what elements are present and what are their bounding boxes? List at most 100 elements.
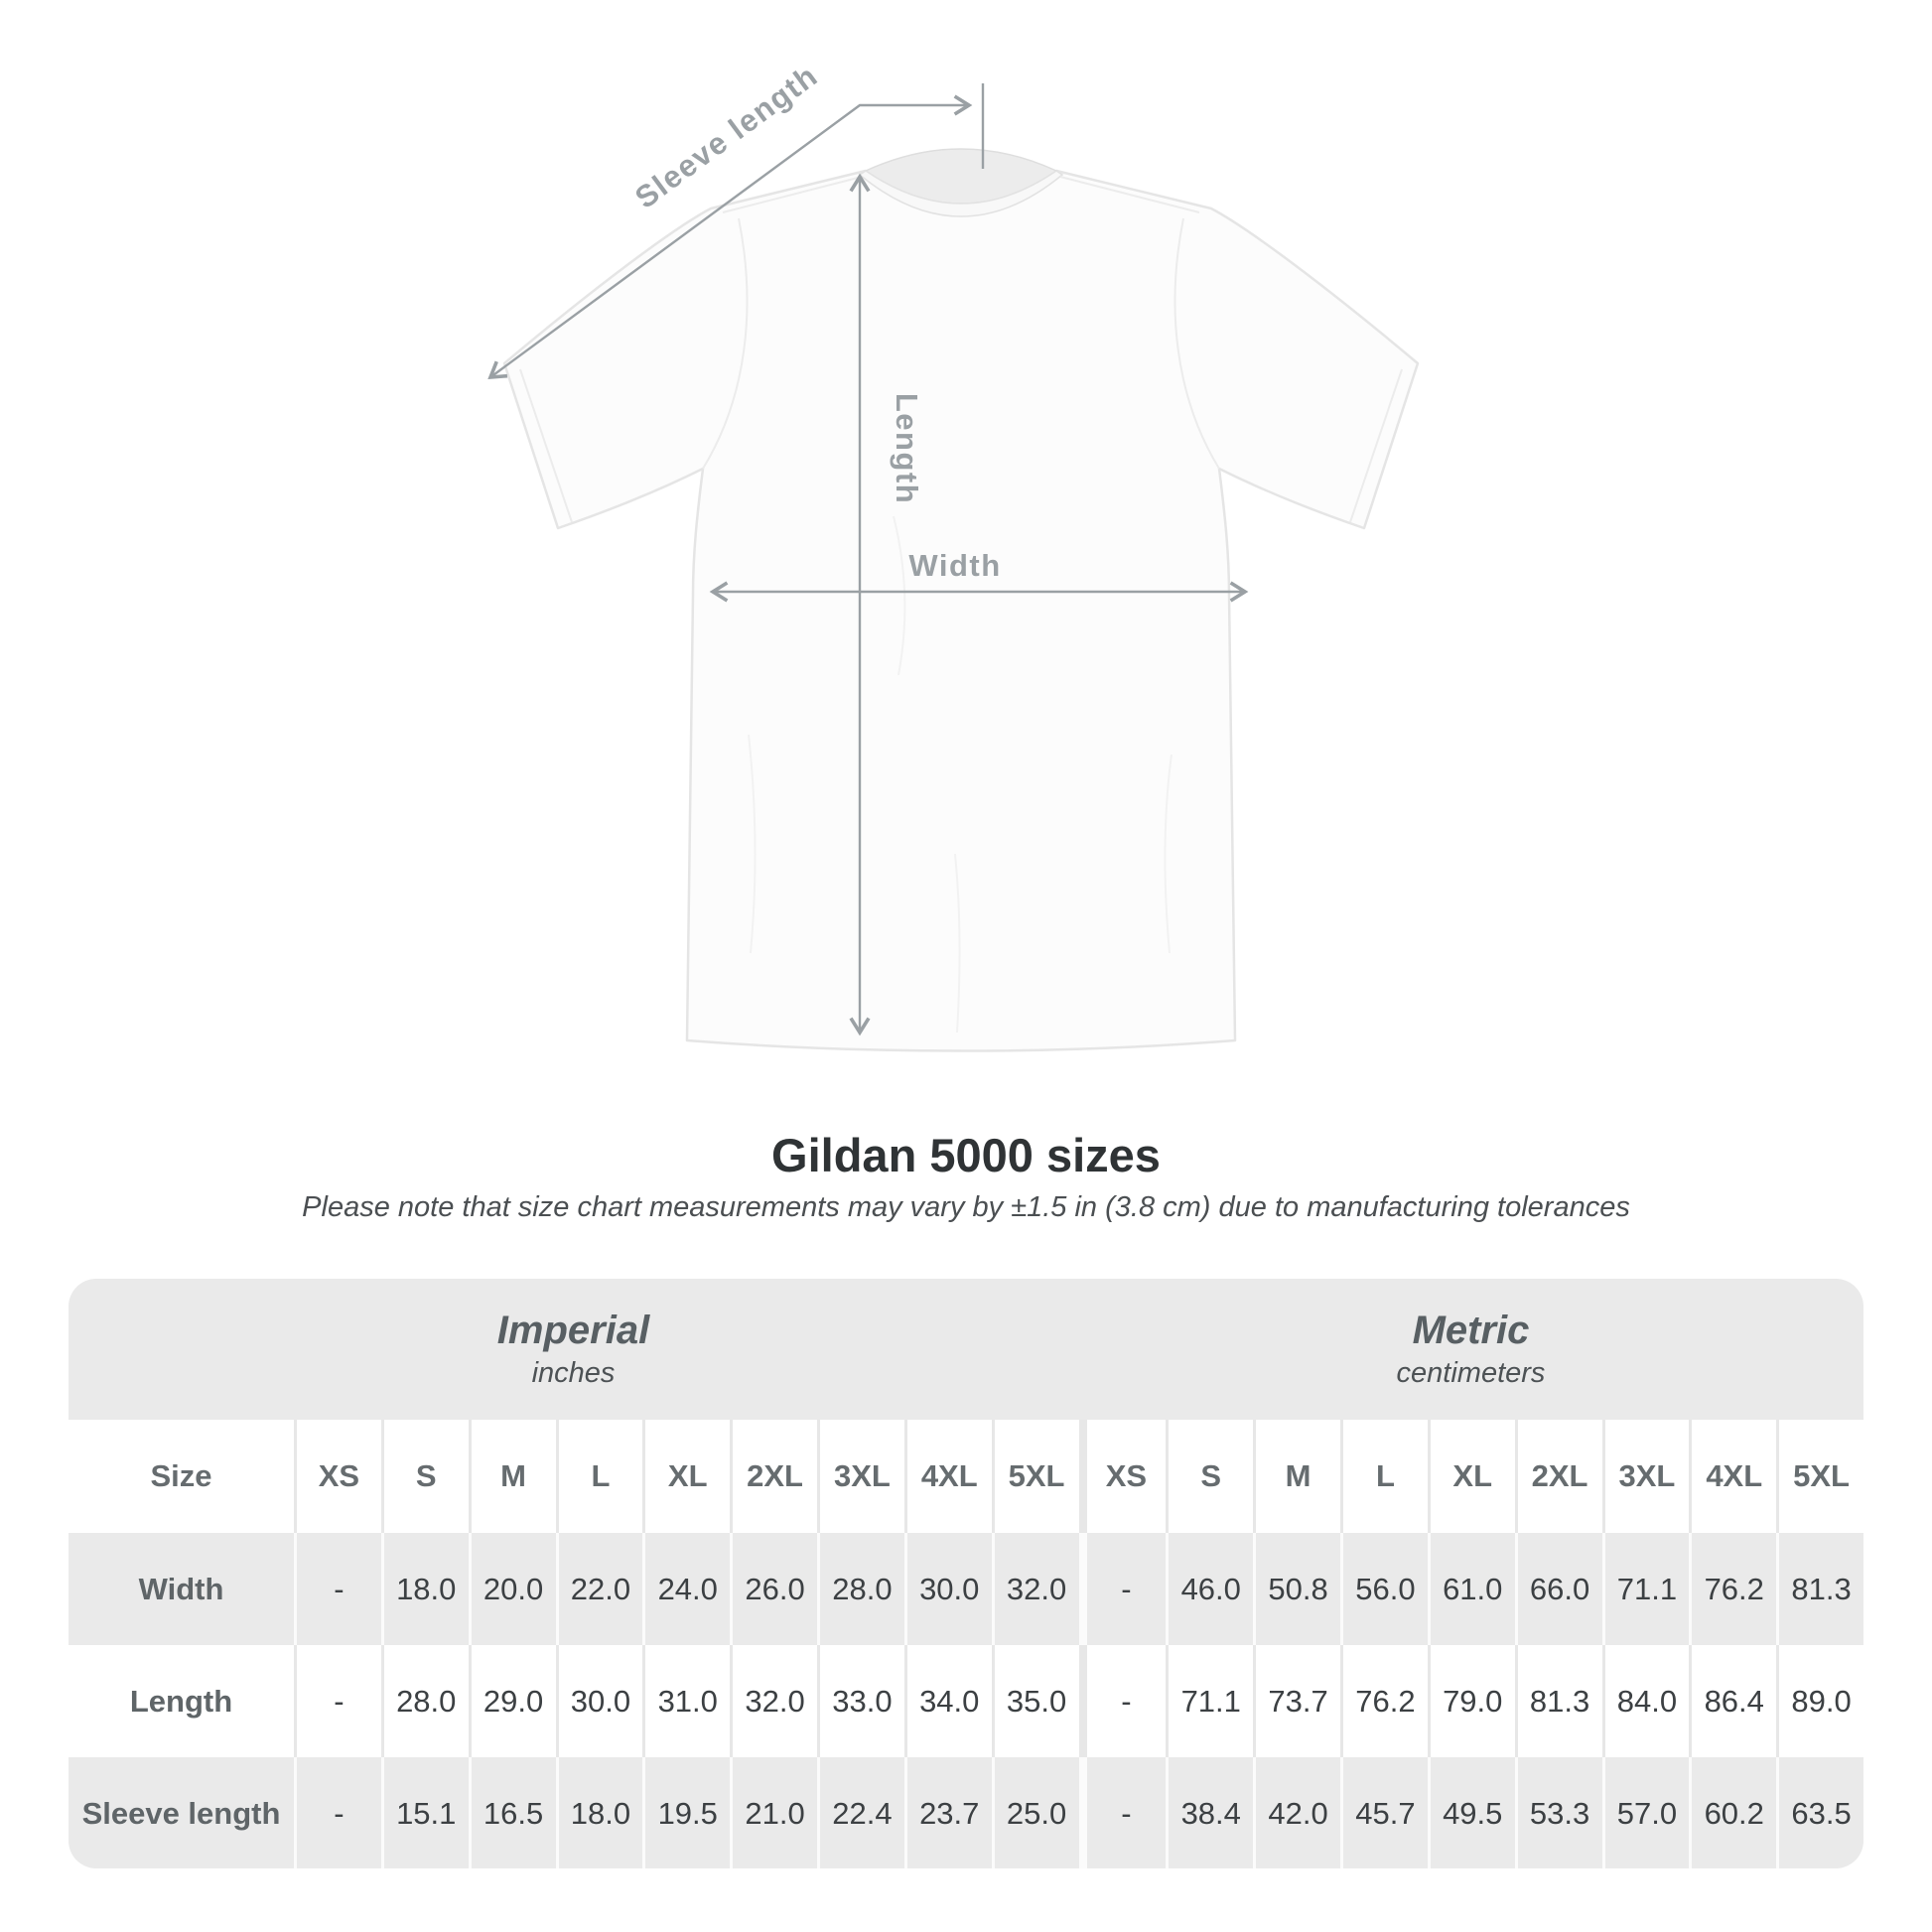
size-column-header: M <box>468 1420 556 1533</box>
width-value: 28.0 <box>817 1533 904 1645</box>
right-shoulder-seam <box>1059 176 1200 213</box>
row-label: Sleeve length <box>81 1795 281 1831</box>
width-label: Width <box>908 548 1001 583</box>
length-value: 34.0 <box>903 1645 992 1757</box>
length-value: 76.2 <box>1340 1645 1428 1757</box>
length-row: Length - 28.0 29.0 30.0 31.0 32.0 33.0 3… <box>69 1645 1863 1757</box>
row-label: Width <box>138 1571 224 1606</box>
sleeve-value: - <box>1078 1757 1167 1868</box>
size-column-header: 2XL <box>1514 1420 1602 1533</box>
width-value: - <box>294 1533 381 1645</box>
width-value: 56.0 <box>1340 1533 1428 1645</box>
size-column-header: 3XL <box>817 1420 904 1533</box>
size-column-header: XL <box>642 1420 730 1533</box>
width-value: 32.0 <box>991 1533 1079 1645</box>
sleeve-length-row: Sleeve length - 15.1 16.5 18.0 19.5 21.0… <box>69 1757 1863 1868</box>
size-column-header: XS <box>294 1420 381 1533</box>
width-value: 76.2 <box>1689 1533 1776 1645</box>
sleeve-value: 38.4 <box>1166 1757 1253 1868</box>
sleeve-value: 60.2 <box>1689 1757 1776 1868</box>
tshirt-body <box>502 169 1420 1052</box>
width-value: 46.0 <box>1166 1533 1253 1645</box>
imperial-section-header: Imperial inches <box>69 1279 1078 1420</box>
length-value: 89.0 <box>1776 1645 1863 1757</box>
fabric-wrinkle <box>954 853 961 1034</box>
sleeve-value: 25.0 <box>991 1757 1079 1868</box>
size-column-header: L <box>1340 1420 1428 1533</box>
imperial-title: Imperial <box>496 1309 650 1352</box>
size-column-header: 5XL <box>991 1420 1079 1533</box>
length-value: 33.0 <box>817 1645 904 1757</box>
row-label: Length <box>129 1683 233 1719</box>
tshirt-graphic <box>502 148 1420 1052</box>
length-value: 29.0 <box>468 1645 556 1757</box>
metric-title: Metric <box>1412 1309 1530 1352</box>
width-value: 30.0 <box>903 1533 992 1645</box>
width-value: 24.0 <box>642 1533 730 1645</box>
width-row: Width - 18.0 20.0 22.0 24.0 26.0 28.0 30… <box>69 1533 1863 1645</box>
size-column-header: S <box>1166 1420 1253 1533</box>
sleeve-value: 23.7 <box>903 1757 992 1868</box>
page-title: Gildan 5000 sizes <box>771 1129 1161 1181</box>
size-column-header: 3XL <box>1601 1420 1690 1533</box>
sleeve-value: 15.1 <box>380 1757 469 1868</box>
sleeve-value: 49.5 <box>1427 1757 1515 1868</box>
units-band: Imperial inches Metric centimeters <box>69 1279 1863 1420</box>
size-header-row: Size XS S M L XL 2XL 3XL 4XL 5XL XS S M … <box>69 1420 1863 1533</box>
length-value: - <box>1078 1645 1167 1757</box>
width-value: 61.0 <box>1427 1533 1515 1645</box>
metric-unit: centimeters <box>1396 1357 1546 1389</box>
fabric-wrinkle <box>748 734 757 954</box>
width-value: 22.0 <box>555 1533 643 1645</box>
sleeve-value: 18.0 <box>555 1757 643 1868</box>
sleeve-value: 21.0 <box>730 1757 817 1868</box>
sleeve-value: 42.0 <box>1253 1757 1340 1868</box>
size-column-header: S <box>380 1420 469 1533</box>
sleeve-value: 16.5 <box>468 1757 556 1868</box>
right-armhole-seam <box>1173 217 1220 470</box>
size-column-header: XL <box>1427 1420 1515 1533</box>
sleeve-length-arrow <box>487 94 973 380</box>
sleeve-value: 45.7 <box>1340 1757 1428 1868</box>
length-value: 84.0 <box>1601 1645 1690 1757</box>
fabric-wrinkle <box>1164 754 1173 954</box>
size-column-header: L <box>555 1420 643 1533</box>
size-column-header: 5XL <box>1776 1420 1863 1533</box>
width-value: 20.0 <box>468 1533 556 1645</box>
length-value: 71.1 <box>1166 1645 1253 1757</box>
length-value: 86.4 <box>1689 1645 1776 1757</box>
sleeve-value: 63.5 <box>1776 1757 1863 1868</box>
size-column-header: XS <box>1078 1420 1167 1533</box>
tolerance-note: Please note that size chart measurements… <box>302 1191 1630 1223</box>
size-column-header: 4XL <box>1689 1420 1776 1533</box>
width-value: - <box>1078 1533 1167 1645</box>
length-value: 31.0 <box>642 1645 730 1757</box>
width-value: 26.0 <box>730 1533 817 1645</box>
width-value: 81.3 <box>1776 1533 1863 1645</box>
corner-cell: Size <box>150 1458 212 1493</box>
size-column-header: 2XL <box>730 1420 817 1533</box>
length-value: 81.3 <box>1514 1645 1602 1757</box>
length-value: 73.7 <box>1253 1645 1340 1757</box>
sleeve-value: 53.3 <box>1514 1757 1602 1868</box>
length-value: - <box>294 1645 381 1757</box>
size-column-header: 4XL <box>903 1420 992 1533</box>
width-value: 66.0 <box>1514 1533 1602 1645</box>
right-cuff-hem <box>1349 368 1403 523</box>
width-value: 50.8 <box>1253 1533 1340 1645</box>
size-table: Imperial inches Metric centimeters Size … <box>69 1279 1863 1868</box>
sleeve-value: 19.5 <box>642 1757 730 1868</box>
width-value: 71.1 <box>1601 1533 1690 1645</box>
length-label: Length <box>890 393 924 504</box>
tshirt-diagram: Sleeve length Length Width <box>487 58 1420 1052</box>
length-value: 30.0 <box>555 1645 643 1757</box>
length-value: 28.0 <box>380 1645 469 1757</box>
metric-section-header: Metric centimeters <box>1078 1279 1863 1420</box>
width-value: 18.0 <box>380 1533 469 1645</box>
left-cuff-hem <box>519 368 573 523</box>
sleeve-value: 57.0 <box>1601 1757 1690 1868</box>
size-column-header: M <box>1253 1420 1340 1533</box>
length-value: 35.0 <box>991 1645 1079 1757</box>
sleeve-value: - <box>294 1757 381 1868</box>
